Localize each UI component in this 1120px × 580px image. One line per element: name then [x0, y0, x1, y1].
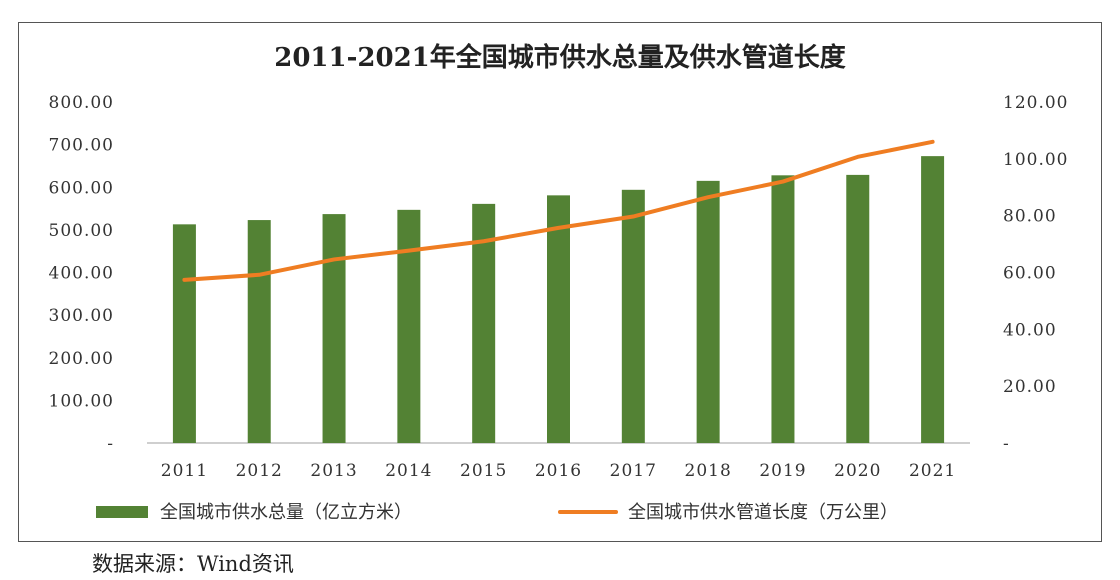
right-tick-label: 20.00: [1003, 377, 1057, 397]
left-tick-label: 200.00: [49, 349, 114, 369]
bar: [247, 220, 271, 443]
right-tick-label: -: [1003, 434, 1010, 454]
x-tick-label: 2019: [759, 461, 806, 481]
right-tick-label: 40.00: [1003, 320, 1057, 340]
x-axis: 2011 2012 2013 2014 2015 2016 2017 2018 2019 2020…: [161, 461, 956, 481]
source-note: 数据来源：Wind资讯: [92, 552, 294, 576]
legend-line-label: 全国城市供水管道长度（万公里）: [628, 502, 898, 523]
left-tick-label: 400.00: [49, 264, 114, 284]
bar: [397, 209, 421, 443]
left-tick-label: 800.00: [49, 93, 114, 113]
x-tick-label: 2021: [909, 461, 956, 481]
bar: [172, 224, 196, 443]
bar: [771, 175, 795, 443]
right-tick-label: 120.00: [1003, 93, 1068, 113]
right-tick-label: 80.00: [1003, 207, 1057, 227]
x-tick-label: 2016: [535, 461, 582, 481]
legend-bar-swatch: [96, 506, 148, 518]
bar: [696, 180, 720, 443]
bar: [322, 214, 346, 443]
bar: [921, 156, 945, 444]
line-series: [182, 139, 935, 282]
right-tick-label: 100.00: [1003, 150, 1068, 170]
left-tick-label: 700.00: [49, 136, 114, 156]
bar: [621, 189, 645, 443]
bar: [547, 195, 570, 443]
bar: [846, 174, 870, 444]
x-tick-label: 2013: [310, 461, 357, 481]
x-tick-label: 2012: [236, 461, 283, 481]
left-tick-label: 100.00: [49, 391, 114, 411]
chart-title: 2011-2021年全国城市供水总量及供水管道长度: [274, 42, 846, 73]
left-tick-label: 500.00: [49, 221, 114, 241]
x-tick-label: 2020: [834, 461, 881, 481]
left-tick-label: 600.00: [49, 178, 114, 198]
left-y-axis: - 100.00 200.00 300.00 400.00 500.00 600.00 700…: [49, 93, 114, 454]
x-tick-label: 2011: [161, 461, 208, 481]
line-path: [182, 139, 935, 282]
legend-bar-label: 全国城市供水总量（亿立方米）: [160, 502, 412, 523]
x-tick-label: 2014: [385, 461, 432, 481]
bar-series: [172, 156, 945, 444]
x-tick-label: 2015: [460, 461, 507, 481]
right-tick-label: 60.00: [1003, 264, 1057, 284]
left-tick-label: -: [107, 434, 114, 454]
x-tick-label: 2017: [610, 461, 657, 481]
left-tick-label: 300.00: [49, 306, 114, 326]
legend: 全国城市供水总量（亿立方米） 全国城市供水管道长度（万公里）: [96, 502, 898, 523]
right-y-axis: - 20.00 40.00 60.00 80.00 100.00 120.00: [1003, 93, 1068, 454]
bar: [472, 203, 496, 443]
x-tick-label: 2018: [685, 461, 732, 481]
